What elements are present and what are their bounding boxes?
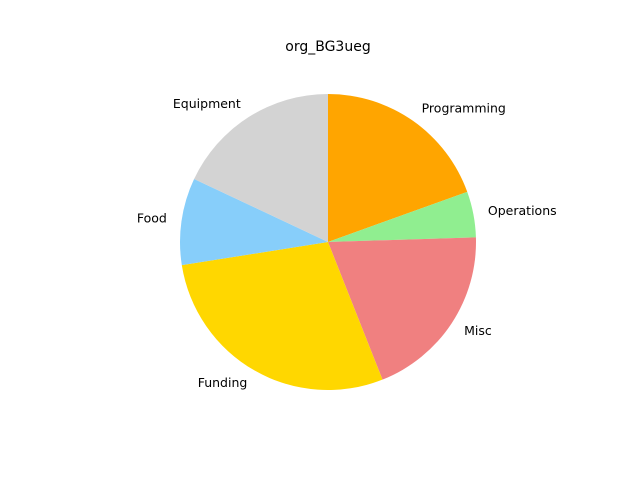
pie-slice-operations	[328, 191, 476, 242]
pie-slice-funding	[181, 242, 383, 391]
pie-slices	[179, 94, 477, 391]
pie-label-operations: Operations	[488, 203, 557, 218]
pie-label-misc: Misc	[464, 323, 492, 338]
pie-slice-equipment	[194, 94, 328, 242]
pie-slice-programming	[328, 94, 468, 242]
pie-slice-misc	[328, 237, 477, 380]
pie-labels: Programming Operations Misc Funding Food Equi…	[137, 96, 557, 390]
chart-title: org_BG3ueg	[285, 39, 370, 55]
pie-label-food: Food	[137, 211, 167, 226]
pie-label-equipment: Equipment	[173, 96, 241, 111]
pie-slice-food	[179, 178, 328, 266]
pie-label-funding: Funding	[198, 375, 248, 390]
pie-label-programming: Programming	[422, 100, 506, 115]
